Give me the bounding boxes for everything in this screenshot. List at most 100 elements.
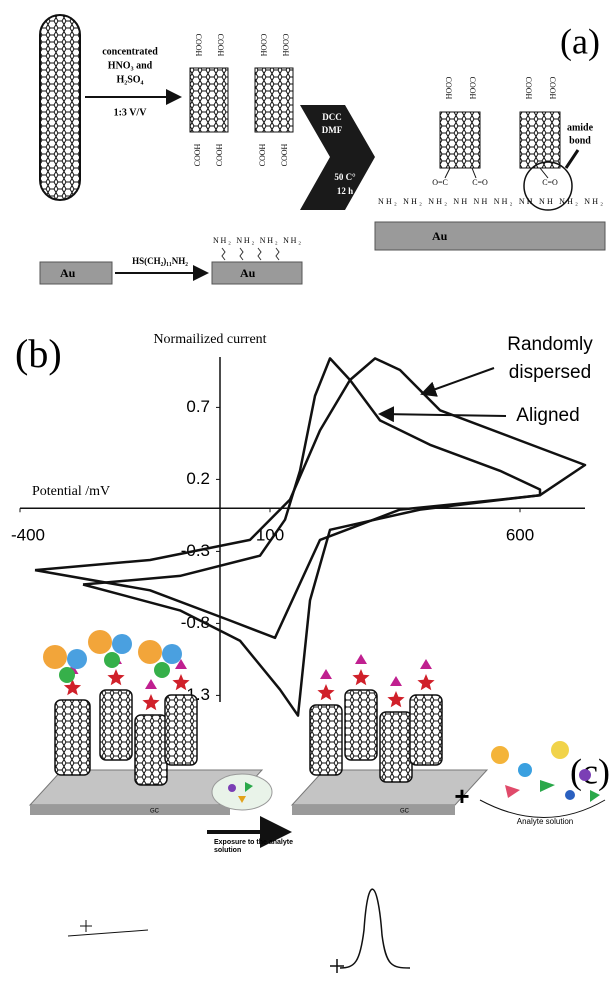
cooh-label: COOH <box>281 34 290 57</box>
step1-text: concentrated <box>102 46 158 57</box>
antibody <box>67 649 87 669</box>
probe <box>420 659 432 669</box>
short-nanotube <box>439 111 481 169</box>
linker: O=C <box>432 178 448 187</box>
gold-substrate <box>39 261 113 285</box>
gold-substrate <box>211 261 303 285</box>
short-nanotube <box>254 67 294 133</box>
nanotube <box>39 14 81 201</box>
antibody <box>112 634 132 654</box>
cooh-label: COOH <box>193 143 202 166</box>
reaction-arrow <box>300 105 375 210</box>
step2-text: 50 C° <box>334 172 356 182</box>
cooh-label: COOH <box>215 143 224 166</box>
cooh-labels: COOH COOH COOH COOH COOH COOH COOH COOH COOH COOH… <box>193 34 557 167</box>
cooh-label: COOH <box>194 34 203 57</box>
amide-label: bond <box>569 135 591 146</box>
antibody <box>43 645 67 669</box>
probe <box>355 654 367 664</box>
cnt <box>134 714 168 786</box>
gc-label: GC <box>400 809 410 815</box>
bond <box>444 167 451 179</box>
highlight-circle <box>523 161 573 211</box>
linker-chains <box>221 247 280 261</box>
probe <box>145 679 157 689</box>
step1-text: HNO₃ and <box>108 60 153 71</box>
cnt <box>309 704 343 776</box>
star-linker <box>417 674 435 691</box>
star-linker <box>142 694 160 711</box>
step2-text: DMF <box>322 125 343 135</box>
cnt <box>99 689 133 761</box>
x-tick-label: -400 <box>11 526 45 545</box>
panel-label: (b) <box>15 331 62 376</box>
antibody <box>154 662 170 678</box>
cooh-label: COOH <box>216 34 225 57</box>
y-axis-title: Normailized current <box>153 332 266 347</box>
panel-a: concentrated HNO₃ and H₂SO₄ 1:3 V/V COOH… <box>39 14 606 285</box>
au-label: Au <box>60 266 76 280</box>
nanotube-array <box>43 630 443 786</box>
star-linker <box>352 669 370 686</box>
probe <box>390 676 402 686</box>
y-tick-label: 0.7 <box>186 397 210 416</box>
y-tick-label: -0.8 <box>181 613 210 632</box>
bond <box>539 167 549 179</box>
short-nanotube <box>189 67 229 133</box>
antibody <box>162 644 182 664</box>
cnt <box>409 694 443 766</box>
cooh-label: COOH <box>259 34 268 57</box>
amine-row: NH₂ NH₂ NH₂ NH₂ <box>213 236 301 245</box>
exposure-label: Exposure to the analyte <box>214 839 293 846</box>
linker: C=O <box>472 178 488 187</box>
cooh-label: COOH <box>548 77 557 100</box>
au-label: Au <box>432 229 448 243</box>
gc-label: GC <box>150 809 160 815</box>
cooh-label: COOH <box>280 143 289 166</box>
antibody <box>59 667 75 683</box>
cnt <box>379 711 413 783</box>
analyte-bowl <box>479 799 606 818</box>
cooh-label: COOH <box>444 77 453 100</box>
cooh-label: COOH <box>258 143 267 166</box>
bond <box>471 167 477 179</box>
star-linker <box>387 691 405 708</box>
antibody <box>104 652 120 668</box>
annotation-arrow <box>378 406 507 423</box>
analyte-mix <box>491 741 600 802</box>
y-tick-label: 0.2 <box>186 469 210 488</box>
annotation: Aligned <box>516 405 579 426</box>
annotation: dispersed <box>509 362 591 383</box>
cnt <box>164 694 198 766</box>
annotation-arrow <box>420 367 495 397</box>
cooh-label: COOH <box>468 77 477 100</box>
step2-text: DCC <box>322 112 342 122</box>
panel-b: (b) Normailized current Potential /mV Ra… <box>11 331 593 717</box>
star-linker <box>172 674 190 691</box>
probe <box>320 669 332 679</box>
panel-c: (c) GC GC Exposure to the analyte soluti… <box>28 630 610 973</box>
signal-baseline <box>67 920 149 937</box>
surface-groups: NH₂ NH₂ NH₂ NH NH NH₂ NH NH NH₂ NH₂ <box>378 197 603 206</box>
electrode-edge <box>30 805 230 815</box>
probe <box>175 659 187 669</box>
star-linker <box>317 684 335 701</box>
antibody <box>88 630 112 654</box>
step2-text: 12 h <box>337 186 353 196</box>
amide-label: amide <box>567 122 594 133</box>
cooh-label: COOH <box>524 77 533 100</box>
exposure-label: solution <box>214 847 241 854</box>
star-linker <box>107 669 125 686</box>
step1-text: H₂SO₄ <box>116 74 143 85</box>
panel-label: (a) <box>560 21 600 61</box>
x-tick-label: 600 <box>506 526 534 545</box>
analyte <box>228 784 236 792</box>
panel-label: (c) <box>570 751 610 791</box>
x-axis-title: Potential /mV <box>32 484 110 499</box>
electrode-edge <box>292 805 455 815</box>
cnt <box>54 699 91 776</box>
analyte-label: Analyte solution <box>517 817 573 826</box>
signal-peak <box>330 888 411 973</box>
gold-substrate <box>374 221 606 251</box>
